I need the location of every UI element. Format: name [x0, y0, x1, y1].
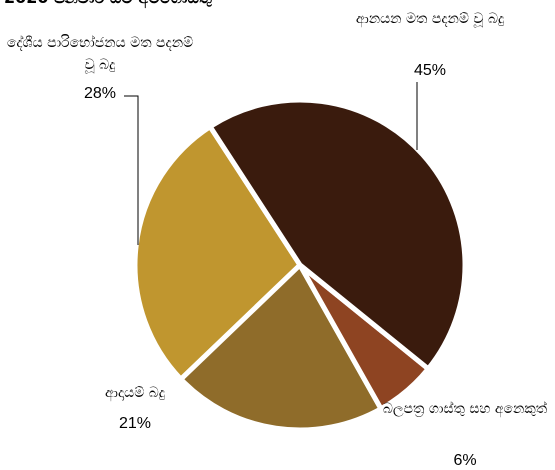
pie-slice: [132, 124, 303, 382]
leader-line: [124, 95, 139, 245]
value-label: 21%: [118, 415, 152, 432]
pie-slice: [178, 262, 384, 433]
pie-slice: [207, 97, 468, 372]
slice-label: ආනයන මත පදනම් වූ බදු: [355, 11, 505, 27]
chart-title: 2020 පනවාර සට අමගොසතු: [4, 0, 212, 8]
slice-label: දේශීය පාරිභෝජනය මත පදනම් වූ බදු: [6, 35, 194, 73]
slice-label: ආදායම් බදු: [105, 385, 165, 401]
value-label: 45%: [413, 62, 447, 79]
slice-label: බලපත්‍ර ගාස්තු සහ අනෙකුත්: [382, 401, 548, 417]
value-label: 28%: [83, 85, 117, 102]
value-label: 6%: [453, 452, 477, 469]
